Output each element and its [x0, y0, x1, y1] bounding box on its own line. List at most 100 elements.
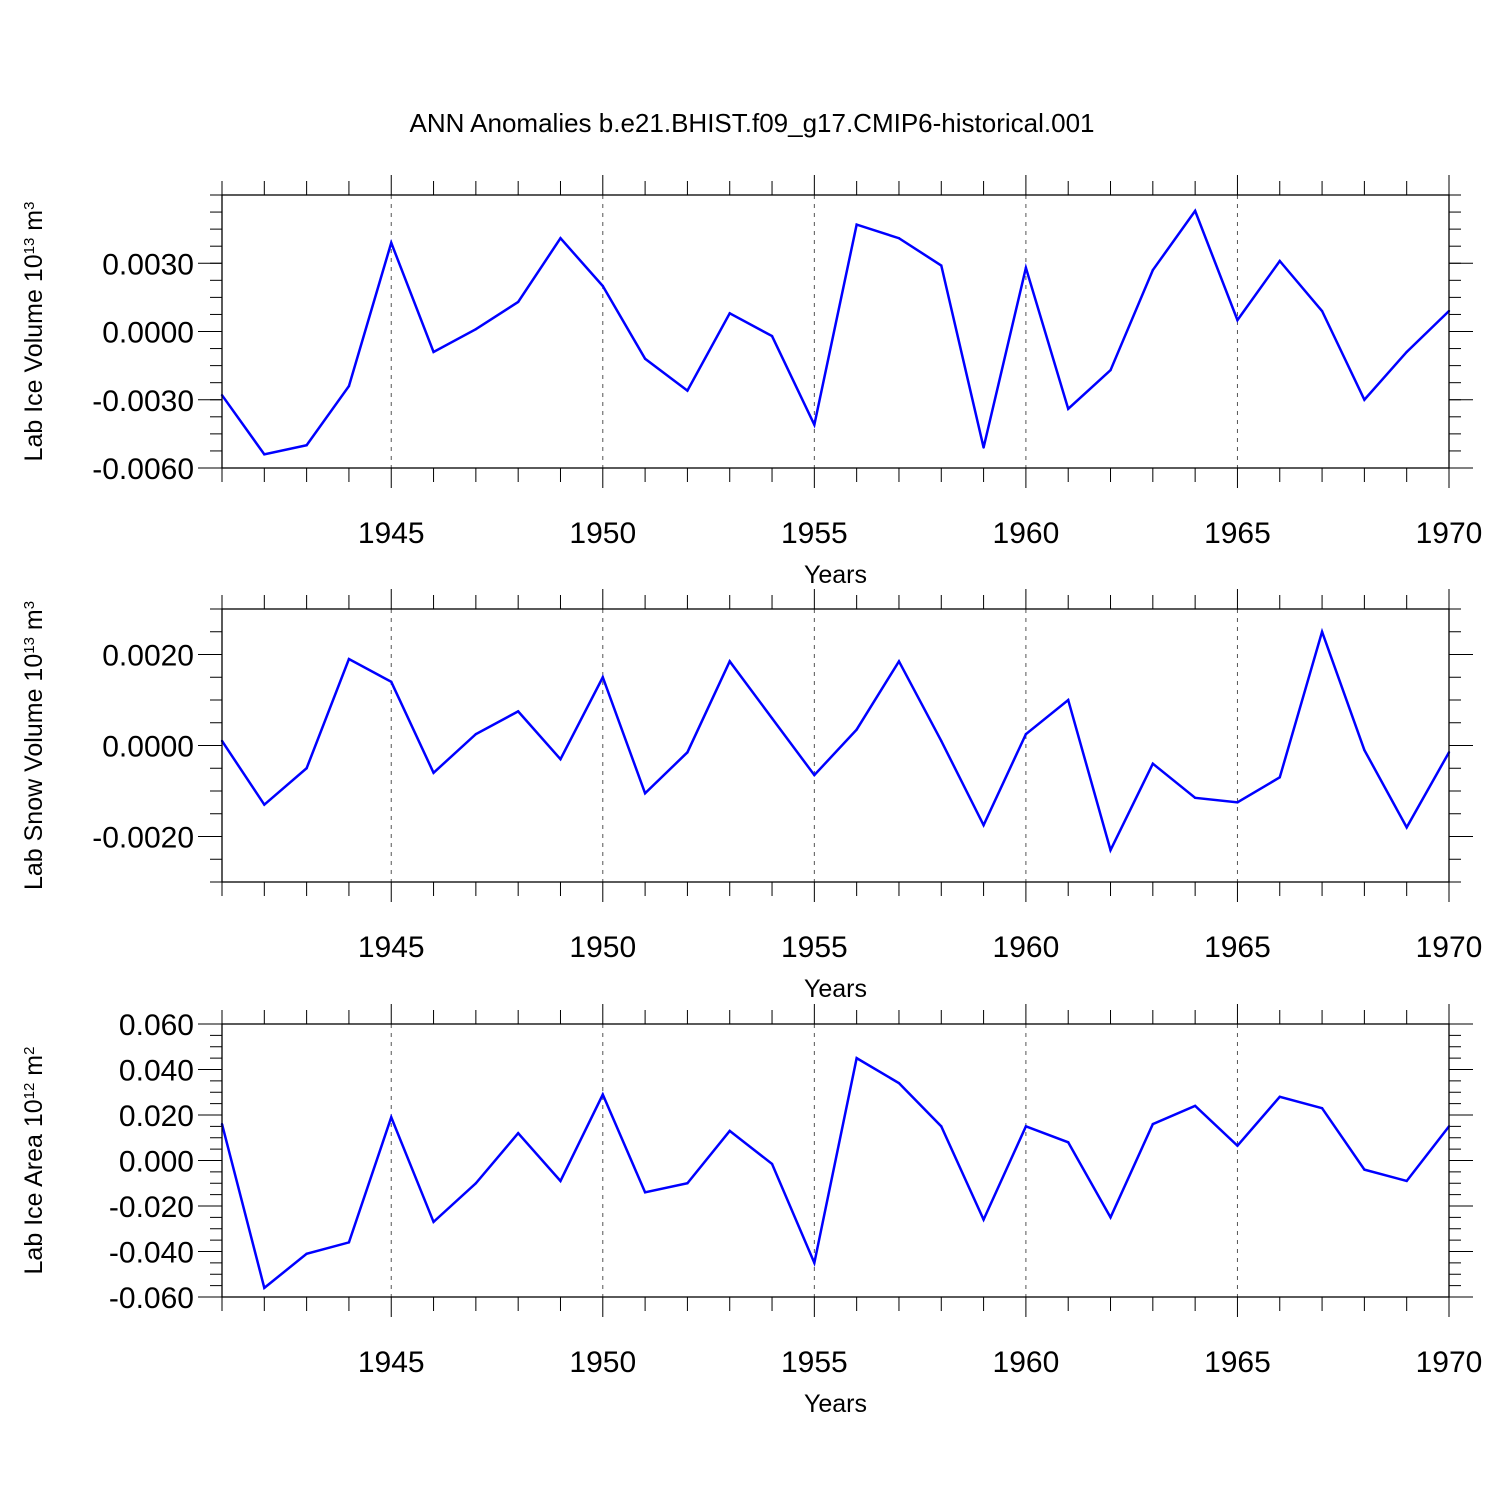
y-tick-label: 0.060 — [119, 1009, 194, 1042]
lab-ice-volume-panel: -0.0060 -0.0030 0.0000 0.0030 1945 1950 1955 19… — [20, 175, 1482, 589]
data-point — [1151, 762, 1155, 765]
y-axis-title-superscript: 2 — [21, 1047, 38, 1055]
x-tick-label: 1945 — [358, 931, 425, 964]
data-point — [347, 1241, 351, 1244]
data-point — [390, 1116, 393, 1119]
x-tick-label: 1945 — [358, 1346, 425, 1379]
lab-ice-volume-series-line — [220, 208, 1450, 456]
data-point — [432, 771, 435, 774]
y-axis-title-text: m — [20, 1055, 48, 1083]
data-point — [601, 1093, 604, 1096]
y-tick-label: -0.0030 — [92, 385, 194, 418]
lab-snow-volume-panel: -0.0020 0.0000 0.0020 1945 1950 1955 1960 1965 1… — [20, 589, 1482, 1003]
data-point — [516, 300, 520, 304]
data-point — [813, 773, 816, 777]
chart-title: ANN Anomalies b.e21.BHIST.f09_g17.CMIP6-… — [409, 108, 1094, 138]
data-point — [1109, 1216, 1112, 1219]
x-tick-label: 1950 — [569, 1346, 636, 1379]
data-point — [982, 823, 985, 827]
lab-ice-area-series-line — [220, 1056, 1450, 1291]
data-point — [643, 792, 647, 795]
data-point — [940, 1125, 943, 1128]
data-point — [855, 1056, 858, 1060]
y-tick-label: -0.020 — [109, 1191, 194, 1224]
data-point — [516, 1132, 520, 1135]
data-point — [1024, 732, 1028, 736]
y-axis-title: Lab Ice Volume 1013 m3 — [20, 202, 48, 462]
data-point — [855, 728, 858, 731]
data-point — [728, 660, 731, 663]
y-axis-title-text: Lab Ice Area 10 — [20, 1099, 48, 1274]
data-point — [432, 1220, 435, 1224]
x-axis-title: Years — [804, 1390, 867, 1418]
data-point — [982, 446, 985, 449]
y-axis-title-superscript: 13 — [21, 238, 38, 255]
data-point — [897, 1081, 901, 1085]
data-point — [1405, 350, 1408, 354]
data-point — [728, 1129, 731, 1133]
y-tick-label: -0.0020 — [92, 822, 194, 855]
x-tick-label: 1950 — [569, 931, 636, 964]
lab-ice-area-panel: -0.060 -0.040 -0.020 0.000 0.020 0.040 0.060 19… — [20, 1004, 1482, 1418]
data-point — [1109, 848, 1112, 852]
x-tick-label: 1965 — [1204, 931, 1271, 964]
data-point — [390, 680, 393, 683]
data-point — [1151, 268, 1155, 272]
x-tick-label: 1955 — [781, 931, 848, 964]
data-point — [1363, 398, 1366, 401]
data-point — [1320, 1106, 1324, 1110]
x-tick-label: 1960 — [993, 1346, 1060, 1379]
x-tick-label: 1970 — [1416, 517, 1483, 550]
y-axis-title: Lab Ice Area 1012 m2 — [20, 1047, 48, 1275]
data-point — [1109, 368, 1112, 372]
data-point — [1067, 1141, 1070, 1144]
x-tick-label: 1955 — [781, 517, 848, 550]
data-point — [347, 384, 351, 388]
data-point — [1363, 748, 1366, 752]
x-tick-label: 1945 — [358, 517, 425, 550]
data-point — [643, 1191, 647, 1194]
data-point — [1236, 801, 1239, 804]
y-tick-label: 0.0000 — [102, 731, 194, 764]
data-point — [559, 757, 562, 761]
data-point — [982, 1218, 985, 1221]
x-tick-label: 1960 — [993, 517, 1060, 550]
data-point — [601, 676, 604, 679]
data-point — [305, 444, 308, 447]
lab-snow-volume-series-line — [220, 627, 1451, 854]
data-point — [940, 739, 943, 743]
y-tick-label: 0.0030 — [102, 248, 194, 281]
x-tick-label: 1965 — [1204, 517, 1271, 550]
x-axis-title: Years — [804, 975, 867, 1003]
data-point — [1320, 630, 1324, 633]
data-point — [601, 284, 604, 288]
data-point — [347, 657, 351, 661]
data-point — [940, 264, 943, 267]
y-tick-label: 0.040 — [119, 1055, 194, 1088]
y-axis-title-superscript: 3 — [21, 202, 38, 210]
x-tick-label: 1965 — [1204, 1346, 1271, 1379]
data-point — [813, 1261, 816, 1265]
data-point — [770, 1162, 774, 1166]
data-point — [474, 732, 478, 736]
data-point — [1405, 826, 1408, 829]
data-point — [770, 717, 774, 720]
data-point — [770, 334, 774, 338]
panels: -0.0060 -0.0030 0.0000 0.0030 1945 1950 1955 19… — [20, 175, 1482, 1418]
y-tick-label: -0.060 — [109, 1282, 194, 1315]
data-point — [643, 357, 647, 360]
data-point — [897, 660, 901, 663]
y-axis-title-text: m — [20, 210, 48, 238]
data-point — [686, 389, 689, 392]
x-tick-label: 1970 — [1416, 1346, 1483, 1379]
data-point — [1024, 266, 1028, 269]
data-point — [1024, 1125, 1028, 1128]
y-tick-label: 0.0000 — [102, 317, 194, 350]
data-point — [1236, 318, 1239, 322]
data-point — [855, 223, 858, 226]
plot-frame — [221, 1023, 1450, 1298]
data-point — [474, 328, 478, 331]
data-point — [263, 803, 266, 806]
